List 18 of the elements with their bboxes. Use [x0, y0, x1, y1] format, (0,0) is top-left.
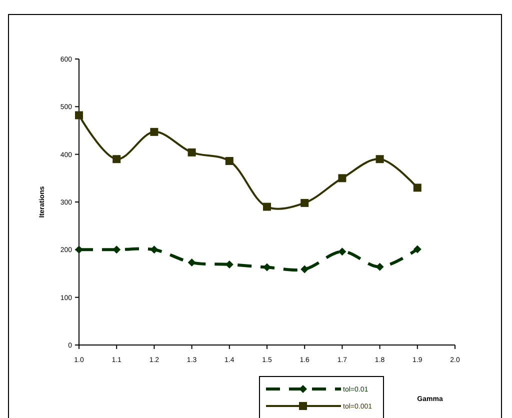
point [188, 148, 196, 156]
point [225, 157, 234, 166]
point [150, 128, 158, 136]
point [112, 155, 121, 164]
point [413, 245, 422, 254]
point [263, 202, 271, 211]
point [75, 246, 83, 254]
point [300, 198, 309, 207]
point [338, 174, 346, 182]
point [338, 248, 346, 256]
point [263, 263, 271, 272]
point [188, 258, 196, 267]
point [376, 155, 384, 164]
point [150, 246, 158, 254]
point [75, 111, 83, 120]
point [300, 265, 309, 274]
point [413, 184, 422, 192]
point [112, 246, 121, 254]
